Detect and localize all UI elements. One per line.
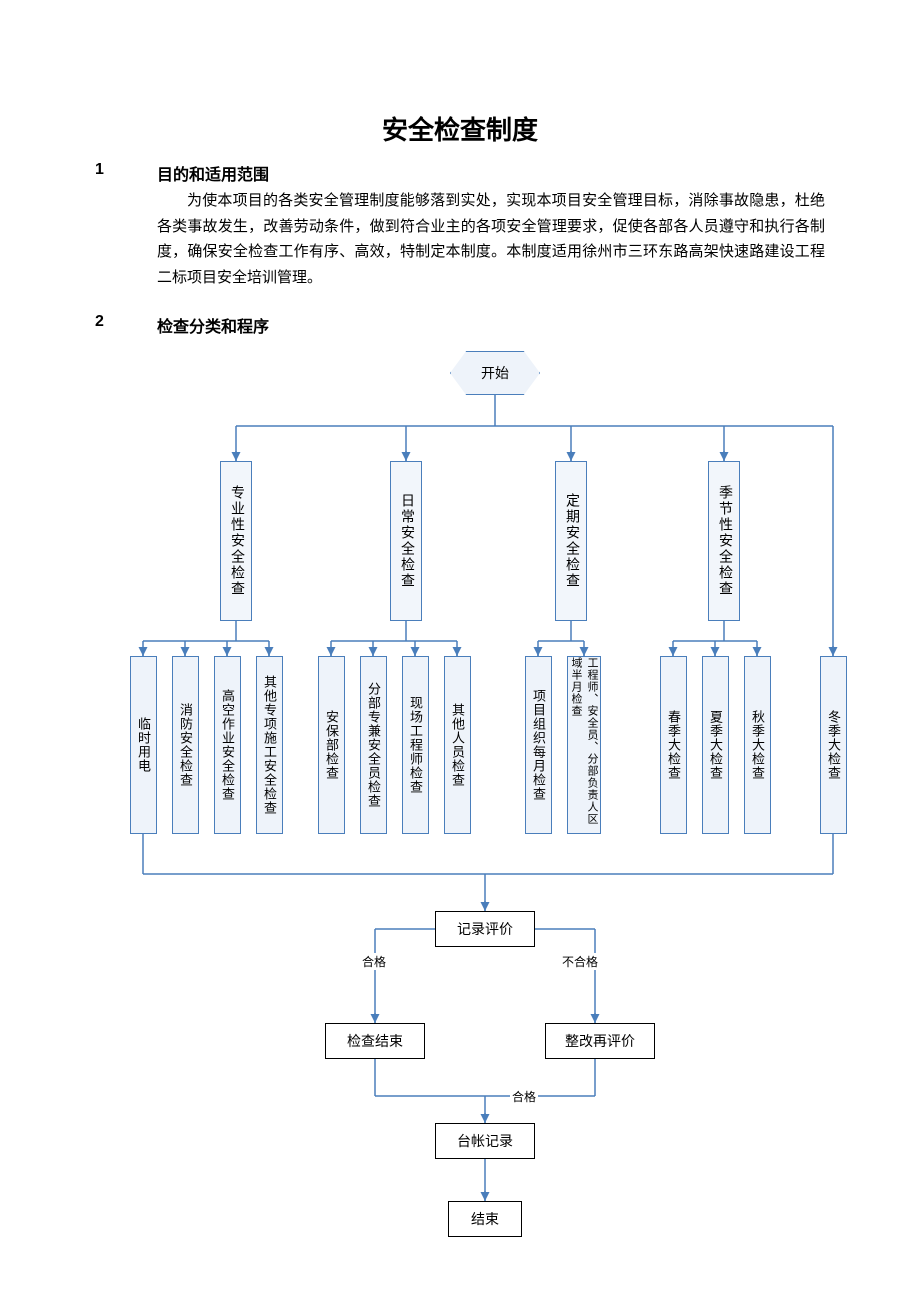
node-evaluate: 记录评价 [435, 911, 535, 947]
leaf-9: 项目组织每月检查 [525, 656, 552, 834]
edge-label-pass1: 合格 [360, 953, 388, 970]
leaf-13: 秋季大检查 [744, 656, 771, 834]
leaf-3: 高空作业安全检查 [214, 656, 241, 834]
leaf-4: 其他专项施工安全检查 [256, 656, 283, 834]
leaf-6: 分部专兼安全员检查 [360, 656, 387, 834]
section-2-head: 检查分类和程序 [157, 313, 269, 337]
section-1-head: 目的和适用范围 [157, 161, 269, 185]
edge-label-pass2: 合格 [510, 1088, 538, 1105]
leaf-8: 其他人员检查 [444, 656, 471, 834]
node-end: 结束 [448, 1201, 522, 1237]
section-2-row: 2 检查分类和程序 [95, 313, 825, 337]
leaf-11: 春季大检查 [660, 656, 687, 834]
section-2-num: 2 [95, 313, 157, 337]
node-finish-ok: 检查结束 [325, 1023, 425, 1059]
node-rectify: 整改再评价 [545, 1023, 655, 1059]
leaf-5: 安保部检查 [318, 656, 345, 834]
section-1-row: 1 目的和适用范围 [95, 161, 825, 185]
leaf-12: 夏季大检查 [702, 656, 729, 834]
category-1: 专业性安全检查 [220, 461, 252, 621]
edge-label-fail: 不合格 [560, 953, 600, 970]
leaf-2: 消防安全检查 [172, 656, 199, 834]
section-1-body: 为使本项目的各类安全管理制度能够落到实处，实现本项目安全管理目标，消除事故隐患，… [157, 189, 825, 291]
category-2: 日常安全检查 [390, 461, 422, 621]
category-4: 季节性安全检查 [708, 461, 740, 621]
node-ledger: 台帐记录 [435, 1123, 535, 1159]
flowchart: 开始 专业性安全检查 日常安全检查 定期安全检查 季节性安全检查 临时用电消防安全检查… [130, 351, 860, 1241]
category-3: 定期安全检查 [555, 461, 587, 621]
leaf-1: 临时用电 [130, 656, 157, 834]
leaf-14: 冬季大检查 [820, 656, 847, 834]
page-title: 安全检查制度 [95, 110, 825, 147]
section-1-num: 1 [95, 161, 157, 185]
leaf-10: 工程师、安全员、分部负责人区域半月检查 [567, 656, 601, 834]
leaf-7: 现场工程师检查 [402, 656, 429, 834]
node-start: 开始 [450, 351, 540, 395]
